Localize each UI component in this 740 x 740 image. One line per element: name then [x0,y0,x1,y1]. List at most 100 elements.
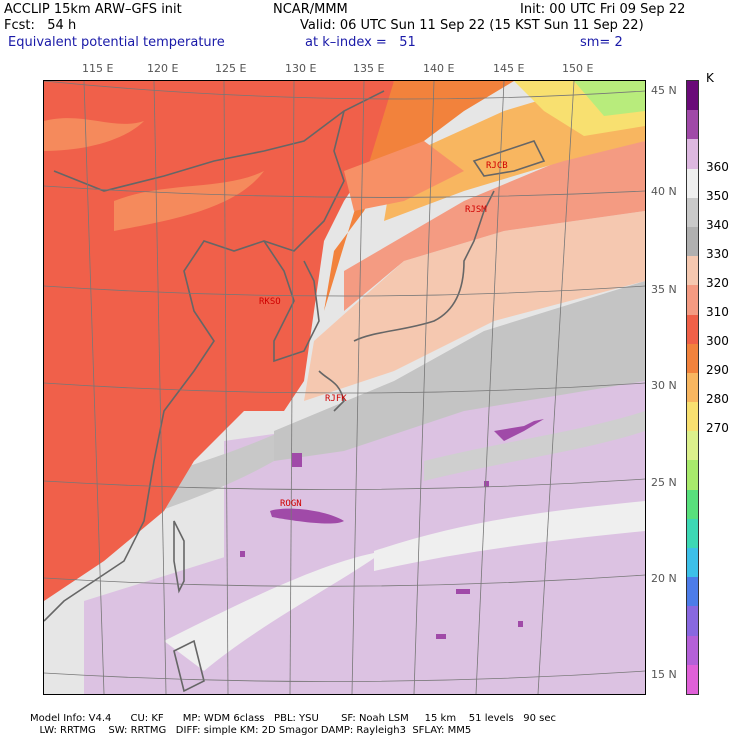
orange-patch [344,141,464,211]
model-info: Model Info: V4.4 CU: KF MP: WDM 6class P… [30,713,556,724]
colorbar-swatch [687,197,698,227]
coastlines [44,90,546,693]
colorbar-swatch [687,402,698,432]
parallel-line [44,478,645,490]
smoothing-label: sm= 2 [580,35,623,50]
field-name: Equivalent potential temperature [8,35,225,50]
purple-blob [270,508,344,524]
orange-patch [114,171,264,231]
colorbar-label: 270 [706,421,729,435]
parallel-line [44,670,645,682]
coastline-honshu [353,190,495,342]
colorbar-unit: K [706,71,714,85]
lat-tick-label: 15 N [651,668,677,681]
colorbar-swatch [687,606,698,636]
lon-tick-label: 130 E [285,62,317,75]
peach-region [304,211,645,401]
lat-tick-label: 20 N [651,572,677,585]
purple-blob [518,621,523,627]
purple-blob [484,481,489,487]
parallel-line [44,574,645,587]
forecast-hour: Fcst: 54 h [4,18,77,33]
green-region [574,81,645,116]
colorbar-swatch [687,635,698,665]
coastline-china [44,110,345,622]
purple-blob [292,453,302,467]
parallel-line [44,285,645,297]
purple-blob [240,551,245,557]
meridian-line [351,81,365,694]
lat-tick-label: 40 N [651,185,677,198]
station-label: RJSM [465,205,487,215]
white-streak [164,551,384,671]
theta-e-map [44,81,645,694]
station-label: RJCB [486,161,508,171]
init-time: Init: 00 UTC Fri 09 Sep 22 [520,2,686,17]
coastline-kyushu [318,370,345,412]
purple-blob [436,634,446,639]
colorbar-swatch [687,489,698,519]
colorbar-swatch [687,577,698,607]
colorbar-swatch [687,460,698,490]
lon-tick-label: 115 E [82,62,114,75]
parallel-line [44,81,645,100]
meridian-line [537,81,575,694]
colorbar-swatch [687,343,698,373]
salmon-region [344,141,645,311]
parallel-line [44,185,645,198]
model-title: ACCLIP 15km ARW–GFS init [4,2,182,17]
colorbar-swatch [687,110,698,140]
colorbar-swatch [687,664,698,694]
colorbar-label: 310 [706,305,729,319]
colorbar-swatch [687,226,698,257]
station-label: RKSO [259,297,281,307]
lon-tick-label: 140 E [423,62,455,75]
colorbar-label: 360 [706,160,729,174]
lon-tick-label: 125 E [215,62,247,75]
colorbar-label: 280 [706,392,729,406]
coastline-hokkaido [472,140,546,177]
purple-blob [494,419,544,441]
colorbar-label: 300 [706,334,729,348]
model-physics: LW: RRTMG SW: RRTMG DIFF: simple KM: 2D … [30,725,472,736]
meridian-line [289,81,295,694]
colorbar-swatch [687,81,698,111]
colorbar-label: 320 [706,276,729,290]
meridian-line [223,81,229,694]
colorbar-label: 340 [706,218,729,232]
meridian-line [153,81,167,694]
meridian-line [413,81,435,694]
coastline-luzon [173,639,205,693]
colorbar-label: 290 [706,363,729,377]
lat-tick-label: 25 N [651,476,677,489]
lon-tick-label: 120 E [147,62,179,75]
orange-patch [44,118,144,151]
lon-tick-label: 135 E [353,62,385,75]
colorbar-swatch [687,139,698,169]
meridian-line [83,81,105,694]
lavender-region-south [84,551,645,694]
coastline-north [53,90,385,192]
coastline-taiwan [173,520,185,594]
lat-tick-label: 45 N [651,84,677,97]
colorbar-swatch [687,285,698,315]
colorbar-swatch [687,518,698,548]
station-label: ROGN [280,499,302,509]
station-label: RJFK [325,394,347,404]
gray-streak [424,411,645,481]
valid-time: Valid: 06 UTC Sun 11 Sep 22 (15 KST Sun … [300,18,644,33]
level-label: at k–index = 51 [305,35,416,50]
parallel-line [44,382,645,394]
colorbar-swatch [687,431,698,461]
colorbar-swatch [687,256,698,286]
colorbar [686,80,699,695]
meridian-line [475,81,505,694]
lat-tick-label: 35 N [651,283,677,296]
colorbar-swatch [687,372,698,403]
colorbar-label: 350 [706,189,729,203]
source-label: NCAR/MMM [273,2,348,17]
map-panel: RJCB RJSM RKSO RJFK ROGN [43,80,646,695]
colorbar-swatch [687,168,698,198]
colorbar-swatch [687,548,698,578]
purple-blob [456,589,470,594]
